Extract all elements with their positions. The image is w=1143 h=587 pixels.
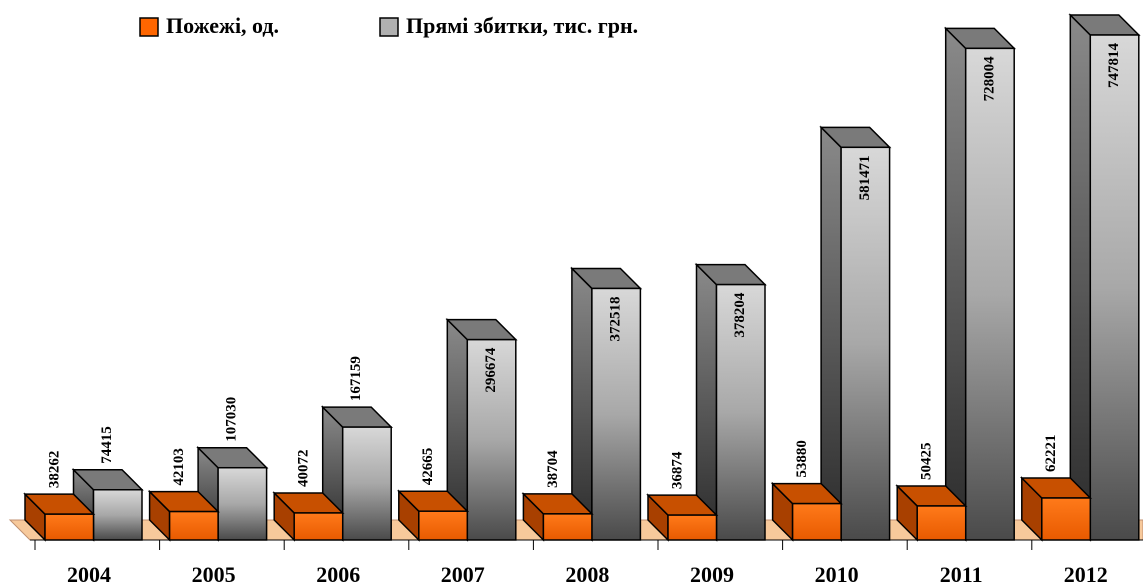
- data-label: 50425: [919, 442, 935, 480]
- bar: [293, 512, 344, 541]
- data-label: 167159: [348, 356, 364, 401]
- x-tick-label: 2009: [690, 562, 734, 587]
- data-label: 62221: [1043, 434, 1059, 472]
- legend: Пожежі, од. Прямі збитки, тис. грн.: [139, 13, 638, 38]
- legend-label: Пожежі, од.: [166, 13, 279, 38]
- data-label: 42665: [420, 448, 436, 486]
- x-tick-label: 2005: [192, 562, 236, 587]
- bar: [1089, 34, 1140, 541]
- data-label: 107030: [224, 397, 240, 442]
- x-tick-label: 2007: [441, 562, 485, 587]
- x-tick-label: 2012: [1064, 562, 1108, 587]
- data-label: 53880: [794, 440, 810, 478]
- bar: [542, 513, 593, 541]
- data-label: 38262: [46, 451, 62, 489]
- data-label: 372518: [608, 296, 624, 341]
- bar: [168, 510, 219, 541]
- bar: [840, 146, 891, 541]
- bar: [217, 466, 268, 541]
- x-tick-label: 2004: [67, 562, 111, 587]
- bar: [466, 338, 517, 541]
- data-label: 581471: [857, 155, 873, 200]
- data-label: 378204: [732, 292, 748, 338]
- bar: [418, 510, 469, 541]
- bar: [715, 283, 766, 541]
- data-label: 38704: [545, 450, 561, 488]
- bar-side: [944, 26, 967, 542]
- bar: [791, 502, 842, 541]
- bar: [667, 514, 718, 541]
- bar: [591, 287, 642, 541]
- x-tick-label: 2010: [815, 562, 859, 587]
- bar: [341, 426, 392, 541]
- legend-swatch: [379, 17, 399, 37]
- data-label: 42103: [171, 448, 187, 486]
- bar: [1041, 497, 1092, 541]
- bar: [44, 513, 95, 541]
- data-label: 296674: [483, 347, 499, 393]
- data-label: 36874: [669, 451, 685, 489]
- x-tick-label: 2006: [316, 562, 360, 587]
- bar: [92, 488, 143, 541]
- bar-side: [1069, 13, 1092, 542]
- data-label: 728004: [981, 56, 997, 102]
- x-tick-label: 2008: [565, 562, 609, 587]
- data-label: 74415: [99, 426, 115, 464]
- x-tick-label: 2011: [940, 562, 983, 587]
- data-label: 40072: [296, 449, 312, 487]
- bar: [964, 47, 1015, 541]
- bar: [916, 505, 967, 541]
- data-label: 747814: [1106, 43, 1122, 89]
- bar-side: [820, 125, 842, 542]
- legend-swatch: [139, 17, 159, 37]
- legend-label: Прямі збитки, тис. грн.: [406, 13, 638, 38]
